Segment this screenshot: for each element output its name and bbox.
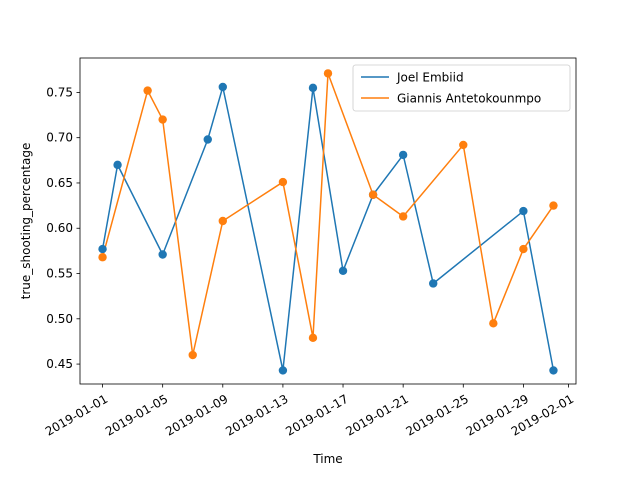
data-point xyxy=(98,253,107,262)
data-point xyxy=(218,82,227,92)
data-point xyxy=(368,190,378,199)
data-point xyxy=(323,69,333,78)
data-point xyxy=(278,366,288,375)
x-tick-label: 2019-01-09 xyxy=(163,392,230,439)
data-point xyxy=(519,206,528,216)
x-tick-label: 2019-01-21 xyxy=(343,392,410,439)
y-tick-label: 0.65 xyxy=(46,176,73,190)
data-point xyxy=(158,115,167,124)
data-point xyxy=(143,86,152,95)
data-point xyxy=(459,140,468,150)
y-tick-label: 0.50 xyxy=(46,312,73,326)
x-tick-label: 2019-01-17 xyxy=(283,392,350,439)
series-line-0 xyxy=(101,86,555,372)
data-point xyxy=(308,83,318,93)
legend: Joel Embiid Giannis Antetokounmpo xyxy=(352,64,571,112)
data-point xyxy=(203,135,212,144)
y-tick-label: 0.75 xyxy=(46,85,73,99)
data-point xyxy=(398,150,408,160)
data-point xyxy=(549,201,558,210)
y-axis-ticks: 0.45 0.50 0.55 0.60 0.65 0.70 0.75 xyxy=(46,85,80,371)
data-point xyxy=(489,319,498,328)
plot-area xyxy=(79,57,577,385)
data-point xyxy=(549,366,558,375)
legend-label-1: Giannis Antetokounmpo xyxy=(397,92,541,106)
legend-label-0: Joel Embiid xyxy=(396,71,464,85)
x-tick-label: 2019-01-05 xyxy=(103,392,170,439)
x-tick-label: 2019-01-13 xyxy=(223,392,290,439)
data-point xyxy=(308,333,318,343)
y-tick-label: 0.60 xyxy=(46,221,73,235)
data-point xyxy=(188,350,197,360)
y-tick-label: 0.70 xyxy=(46,131,73,145)
data-point xyxy=(158,250,167,259)
legend-box xyxy=(352,64,571,112)
data-point xyxy=(278,177,288,187)
x-axis-label: Time xyxy=(312,452,342,466)
data-point xyxy=(113,160,122,170)
x-tick-label: 2019-01-01 xyxy=(43,392,110,439)
data-point xyxy=(98,244,107,254)
x-tick-label: 2019-01-25 xyxy=(404,392,471,439)
x-axis-ticks: 2019-01-012019-01-052019-01-092019-01-13… xyxy=(43,384,576,439)
data-point xyxy=(338,266,348,276)
axes-frame xyxy=(79,57,577,385)
data-point xyxy=(398,212,408,221)
y-axis-label: true_shooting_percentage xyxy=(19,143,33,300)
series-line-1 xyxy=(101,72,555,356)
data-point xyxy=(429,279,438,288)
data-point xyxy=(218,216,227,226)
y-tick-label: 0.45 xyxy=(46,357,73,371)
data-point xyxy=(519,244,528,254)
y-tick-label: 0.55 xyxy=(46,267,73,281)
